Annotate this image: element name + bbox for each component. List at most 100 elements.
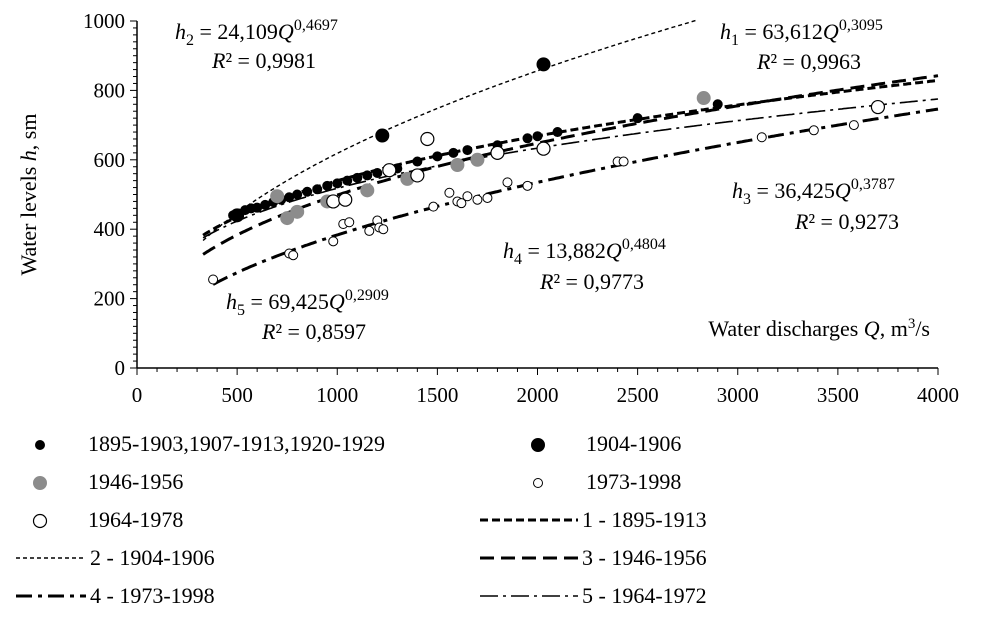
x-tick-label: 4000: [917, 383, 959, 407]
point-filled-small: [432, 151, 443, 162]
curve-4: [212, 107, 939, 286]
point-filled-small: [522, 133, 533, 144]
legend-item: 1 - 1895-1913: [480, 507, 707, 532]
point-filled-gray: [290, 204, 305, 219]
point-hollow-small: [208, 274, 219, 285]
point-hollow-large: [382, 163, 397, 178]
point-hollow-small: [344, 217, 355, 228]
point-filled-large: [230, 208, 245, 223]
x-tick-label: 3000: [717, 383, 759, 407]
legend-item: 3 - 1946-1956: [480, 545, 707, 570]
point-hollow-small: [848, 120, 859, 131]
point-hollow-large: [420, 131, 435, 147]
legend-label: 1 - 1895-1913: [582, 507, 707, 532]
data-points: [208, 57, 886, 285]
point-filled-large: [375, 128, 390, 143]
legend-marker: [32, 513, 48, 529]
point-filled-gray: [270, 189, 285, 204]
point-hollow-small: [378, 224, 389, 235]
point-filled-small: [412, 156, 423, 167]
legend-marker: [533, 478, 543, 488]
point-hollow-small: [808, 125, 819, 136]
point-hollow-small: [456, 198, 467, 209]
x-tick-label: 0: [132, 383, 143, 407]
legend-marker: [33, 476, 47, 490]
point-filled-small: [632, 113, 643, 124]
legend: 1895-1903,1907-1913,1920-1929 1904-1906 19…: [16, 431, 707, 608]
legend-item: 1895-1903,1907-1913,1920-1929: [35, 431, 385, 456]
point-filled-small: [342, 175, 353, 186]
y-axis-title: Water levels h, sm: [16, 114, 41, 276]
y-tick-label: 400: [94, 217, 126, 241]
point-filled-small: [448, 147, 459, 158]
legend-item: 1946-1956: [33, 469, 183, 494]
point-filled-small: [712, 99, 723, 110]
legend-marker: [35, 440, 45, 450]
y-tick-label: 600: [94, 148, 126, 172]
point-hollow-small: [328, 236, 339, 247]
point-filled-gray: [470, 152, 485, 167]
legend-item: 1964-1978: [32, 507, 183, 532]
legend-item: 2 - 1904-1906: [16, 545, 215, 570]
point-hollow-small: [618, 156, 629, 167]
point-hollow-small: [462, 191, 473, 202]
x-tick-label: 1000: [316, 383, 358, 407]
point-filled-small: [362, 170, 373, 181]
legend-item: 1973-1998: [533, 469, 681, 494]
point-hollow-small: [502, 177, 513, 188]
point-filled-small: [532, 131, 543, 142]
y-tick-label: 200: [94, 287, 126, 311]
point-filled-small: [352, 172, 363, 183]
equation-eq1: h1 = 63,612Q0,3095: [720, 17, 883, 49]
point-hollow-small: [522, 180, 533, 191]
legend-marker: [531, 438, 545, 452]
axes: 0 500 1000 1500 2000 2500 3000 3500 4000 0 200 400 6…: [16, 9, 959, 407]
point-hollow-large: [326, 194, 341, 209]
point-filled-gray: [450, 158, 465, 173]
legend-label: 3 - 1946-1956: [582, 545, 707, 570]
equation-eq3: h3 = 36,425Q0,3787: [732, 176, 895, 208]
point-hollow-large: [338, 192, 353, 207]
point-filled-small: [462, 145, 473, 156]
x-tick-label: 3500: [817, 383, 859, 407]
equation-eq5: h5 = 69,425Q0,2909: [226, 287, 389, 319]
r-squared-eq5: R² = 0,8597: [261, 319, 366, 344]
equation-eq2: h2 = 24,109Q0,4697: [175, 17, 338, 49]
point-hollow-small: [472, 194, 483, 205]
y-tick-label: 0: [115, 356, 126, 380]
point-hollow-small: [482, 192, 493, 203]
curve-5: [202, 98, 939, 239]
point-hollow-large: [410, 168, 425, 183]
point-hollow-small: [288, 250, 299, 261]
r-squared-eq1: R² = 0,9963: [756, 49, 861, 74]
point-hollow-small: [444, 187, 455, 198]
legend-label: 1973-1998: [586, 469, 681, 494]
point-hollow-small: [428, 201, 439, 212]
point-hollow-small: [364, 225, 375, 236]
legend-label: 4 - 1973-1998: [90, 583, 215, 608]
equation-eq4: h4 = 13,882Q0,4804: [503, 236, 666, 268]
point-filled-small: [312, 184, 323, 195]
point-filled-gray: [280, 211, 295, 226]
point-filled-gray: [696, 91, 711, 106]
point-hollow-large: [490, 145, 505, 160]
point-filled-small: [302, 186, 313, 197]
point-filled-small: [292, 189, 303, 200]
y-tick-label: 800: [94, 78, 126, 102]
legend-label: 1895-1903,1907-1913,1920-1929: [88, 431, 385, 456]
x-tick-label: 500: [221, 383, 253, 407]
legend-label: 1964-1978: [88, 507, 183, 532]
point-filled-small: [332, 178, 343, 189]
point-hollow-large: [536, 141, 551, 156]
point-filled-gray: [360, 183, 375, 198]
point-filled-small: [322, 180, 333, 191]
legend-item: 4 - 1973-1998: [16, 583, 215, 608]
point-filled-large: [536, 57, 551, 72]
legend-label: 1904-1906: [586, 431, 681, 456]
r-squared-eq4: R² = 0,9773: [539, 269, 644, 294]
x-tick-label: 2000: [517, 383, 559, 407]
legend-item: 1904-1906: [531, 431, 681, 456]
legend-item: 5 - 1964-1972: [480, 583, 707, 608]
